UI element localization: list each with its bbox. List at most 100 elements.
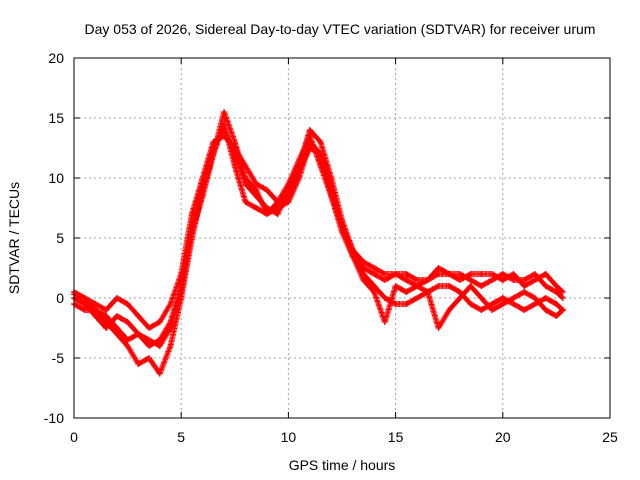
data-point [559,289,566,295]
data-point [381,319,388,325]
data-point [156,343,163,349]
data-point [253,181,260,187]
chart-title: Day 053 of 2026, Sidereal Day-to-day VTE… [85,21,596,37]
data-point [392,271,399,277]
y-tick-label: 0 [56,290,64,306]
data-point [381,271,388,277]
data-point [446,271,453,277]
data-point [542,271,549,277]
data-point [156,319,163,325]
data-point [103,325,110,331]
data-point [167,343,174,349]
data-point [113,295,120,301]
y-axis-label: SDTVAR / TECUs [6,182,22,294]
data-point [456,271,463,277]
data-point [467,277,474,283]
data-point [478,307,485,313]
data-point [360,265,367,271]
data-point [135,313,142,319]
data-point [510,301,517,307]
data-point [306,127,313,133]
data-point [92,301,99,307]
data-point [542,307,549,313]
data-point [124,343,131,349]
data-point [521,283,528,289]
data-point [531,295,538,301]
x-tick-label: 10 [281,429,297,445]
series-4-markers [71,121,565,349]
data-point [103,313,110,319]
data-point [285,199,292,205]
data-point [403,277,410,283]
data-point [478,271,485,277]
y-tick-label: 15 [48,110,64,126]
data-point [510,295,517,301]
data-point [553,283,560,289]
data-point [360,277,367,283]
plot-frame [73,57,611,419]
data-point [456,295,463,301]
data-point [221,109,228,115]
data-point [559,307,566,313]
data-point [146,355,153,361]
data-point [371,271,378,277]
data-point [553,301,560,307]
x-axis-label: GPS time / hours [289,457,396,473]
data-point [467,271,474,277]
data-point [531,271,538,277]
series-4 [71,121,566,349]
data-point [435,325,442,331]
data-point [81,307,88,313]
data-point [146,325,153,331]
data-point [489,277,496,283]
data-point [542,283,549,289]
data-point [263,187,270,193]
data-point [403,289,410,295]
data-point [81,301,88,307]
data-point [349,253,356,259]
data-point [296,157,303,163]
data-point [553,289,560,295]
data-point [188,211,195,217]
data-point [553,313,560,319]
data-point [499,277,506,283]
data-point [124,301,131,307]
data-point [371,289,378,295]
data-point [135,331,142,337]
data-point [467,283,474,289]
data-point [188,229,195,235]
data-point [285,193,292,199]
data-point [521,307,528,313]
data-point [414,283,421,289]
data-point [328,175,335,181]
data-point [499,301,506,307]
data-point [499,271,506,277]
data-point [81,295,88,301]
data-point [263,211,270,217]
data-point [92,307,99,313]
data-point [124,337,131,343]
tick-labels: 0 5 10 15 20 25 -10 -5 0 5 10 15 20 [44,50,618,445]
data-point [306,133,313,139]
x-tick-label: 0 [70,429,78,445]
data-point [381,295,388,301]
data-point [274,199,281,205]
y-tick-label: 20 [48,50,64,66]
data-point [253,193,260,199]
data-point [559,295,566,301]
data-point [478,295,485,301]
data-point [403,301,410,307]
series-3-markers [71,133,565,331]
data-point [156,370,163,377]
data-point [467,301,474,307]
data-point [317,139,324,145]
x-tick-label: 20 [495,429,511,445]
data-point [328,193,335,199]
data-point [542,295,549,301]
data-point [317,163,324,169]
x-tick-label: 25 [602,429,618,445]
data-point [135,361,142,367]
data-point [103,307,110,313]
y-tick-label: -5 [52,350,65,366]
y-tick-label: -10 [44,410,64,426]
